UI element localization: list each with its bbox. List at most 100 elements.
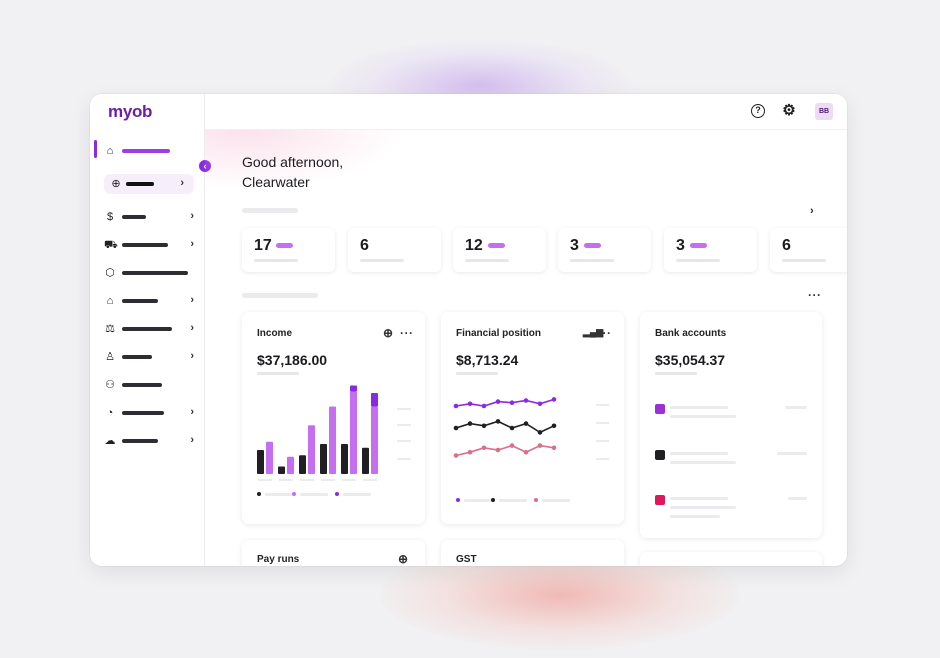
people-icon: ⚇ xyxy=(105,379,115,391)
financial-position-line-chart xyxy=(453,397,609,502)
data-point xyxy=(509,443,515,448)
legend-label-placeholder xyxy=(542,499,570,502)
card-title: Financial position xyxy=(456,328,542,339)
chevron-right-icon: › xyxy=(190,294,194,306)
income-bar xyxy=(350,391,357,474)
plus-circle-icon: ⊕ xyxy=(111,178,121,190)
sidebar-item-label xyxy=(122,411,164,415)
sidebar-item-contacts[interactable]: ⚇ xyxy=(104,379,194,395)
sidebar-item-uploads[interactable]: ☁ › xyxy=(104,434,195,451)
data-point xyxy=(537,443,543,448)
data-point xyxy=(467,401,473,407)
plus-circle-icon[interactable]: ⊕ xyxy=(383,326,394,340)
chevron-right-icon: › xyxy=(180,177,184,189)
more-options-icon[interactable]: ··· xyxy=(400,326,414,340)
income-bar xyxy=(308,425,315,474)
sidebar-item-reporting[interactable]: ◔ › xyxy=(104,406,194,423)
stat-card[interactable]: 17 xyxy=(242,228,335,272)
data-point xyxy=(551,397,557,402)
more-options-icon[interactable]: ··· xyxy=(598,326,612,340)
legend-label-placeholder xyxy=(265,493,293,496)
sidebar-item-banking[interactable]: ⌂ › xyxy=(104,294,194,311)
dashboard-card[interactable] xyxy=(640,552,822,566)
account-balance-placeholder xyxy=(788,497,807,500)
sidebar-item-label xyxy=(122,299,158,303)
stat-card[interactable]: 12 xyxy=(453,228,546,272)
sidebar-item-purchases[interactable]: ⛟ › xyxy=(104,238,194,255)
sidebar-item-label xyxy=(122,271,188,275)
data-point xyxy=(495,419,501,424)
sidebar-item-payroll[interactable]: ♙ › xyxy=(104,350,194,367)
sidebar-item-sales[interactable]: $ › xyxy=(104,210,194,227)
legend-dot xyxy=(335,492,339,496)
x-tick-placeholder xyxy=(279,479,293,481)
data-point xyxy=(453,425,459,431)
stat-label-placeholder xyxy=(570,259,614,262)
cart-icon: ⛟ xyxy=(104,239,118,251)
y-tick-placeholder xyxy=(397,458,411,460)
stat-value: 12 xyxy=(465,237,483,254)
chevron-right-icon: › xyxy=(190,434,194,446)
more-options-icon[interactable]: ··· xyxy=(808,288,822,302)
data-point xyxy=(509,400,515,405)
stat-card[interactable]: 6 xyxy=(770,228,847,272)
plus-circle-icon[interactable]: ⊕ xyxy=(398,552,409,566)
data-point xyxy=(453,453,459,458)
sidebar-item-label xyxy=(122,149,170,153)
legend-dot xyxy=(292,492,296,496)
collapse-sidebar-button[interactable]: ‹ xyxy=(199,160,211,172)
y-tick-placeholder xyxy=(397,440,411,442)
gst-card[interactable]: GST xyxy=(441,540,624,566)
sidebar-item-home[interactable]: ⌂ xyxy=(104,145,194,161)
stat-card[interactable]: 3 xyxy=(558,228,651,272)
income-bar xyxy=(266,441,273,474)
legend-dot xyxy=(491,498,495,502)
chevron-right-icon: › xyxy=(190,322,194,334)
stat-value: 3 xyxy=(570,237,579,254)
scales-icon: ⚖ xyxy=(105,323,115,335)
gear-icon[interactable]: ⚙ xyxy=(782,102,796,119)
sidebar-item-label xyxy=(122,383,162,387)
legend-dot xyxy=(456,498,460,502)
income-bar xyxy=(287,456,294,474)
account-color-swatch xyxy=(655,450,665,460)
pay-runs-card[interactable]: Pay runs ⊕ xyxy=(242,540,425,566)
data-point xyxy=(509,425,515,431)
data-point xyxy=(537,401,543,407)
sidebar-item-label xyxy=(126,182,154,186)
x-tick-placeholder xyxy=(363,479,377,481)
app-window: myob ⌂ ⊕ › $ › ⛟ › ⬡ ⌂ › xyxy=(90,94,847,566)
income-bar xyxy=(350,385,357,392)
x-tick-placeholder xyxy=(258,479,272,481)
chevron-right-icon[interactable]: › xyxy=(810,205,814,217)
financial-position-card[interactable]: Financial position ▂▄▆ ··· $8,713.24 xyxy=(441,312,624,524)
stat-card[interactable]: 3 xyxy=(664,228,757,272)
sidebar-item-inventory[interactable]: ⬡ xyxy=(104,267,194,283)
income-bar-chart xyxy=(257,385,411,496)
data-point xyxy=(523,421,529,426)
stat-label-placeholder xyxy=(254,259,298,262)
account-detail-placeholder xyxy=(670,461,736,464)
income-bar xyxy=(299,455,306,474)
avatar[interactable]: BB xyxy=(815,103,833,120)
stat-pill xyxy=(276,243,293,248)
account-color-swatch xyxy=(655,495,665,505)
bar-chart-icon[interactable]: ▂▄▆ xyxy=(583,327,604,337)
income-bar xyxy=(371,406,378,474)
chevron-right-icon: › xyxy=(190,350,194,362)
stat-card[interactable]: 6 xyxy=(348,228,441,272)
card-amount: $37,186.00 xyxy=(257,352,328,368)
sidebar-item-accounting[interactable]: ⚖ › xyxy=(104,322,194,339)
stat-pill xyxy=(690,243,707,248)
stat-value: 6 xyxy=(360,237,369,254)
income-card[interactable]: Income ⊕ ··· $37,186.00 xyxy=(242,312,425,524)
card-subtitle-placeholder xyxy=(257,372,299,375)
bank-accounts-card[interactable]: Bank accounts $35,054.37 xyxy=(640,312,822,538)
sidebar-item-create[interactable]: ⊕ › xyxy=(104,174,194,194)
help-circle-icon[interactable]: ? xyxy=(751,104,765,118)
myob-logo[interactable]: myob xyxy=(108,102,153,121)
data-point xyxy=(481,403,487,409)
section-heading-placeholder xyxy=(242,208,298,213)
stat-label-placeholder xyxy=(782,259,826,262)
data-point xyxy=(495,399,501,404)
